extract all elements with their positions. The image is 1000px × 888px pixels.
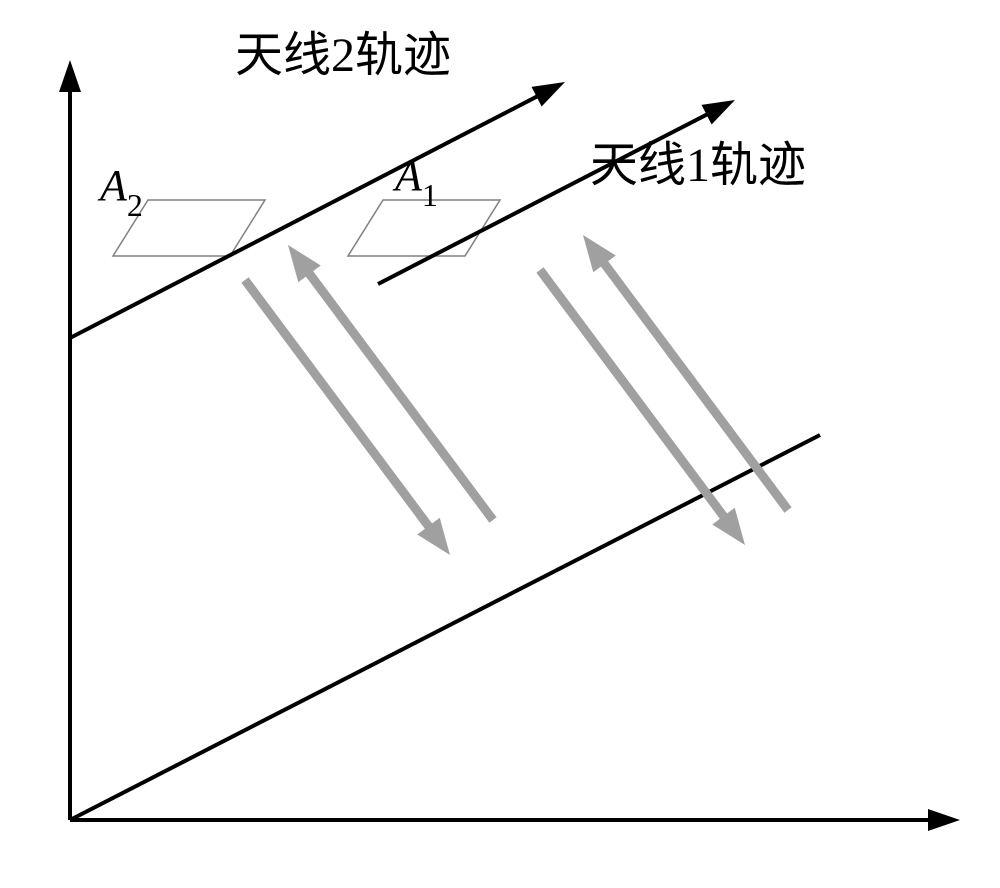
y-axis-arrowhead (59, 60, 81, 92)
track1-title: 天线1轨迹 (590, 125, 806, 195)
antenna1-subscript: 1 (422, 177, 438, 213)
antenna1-var: A (395, 151, 422, 200)
antenna2-symbol: A2 (100, 160, 143, 212)
antenna1-symbol: A1 (395, 150, 438, 202)
diagram-canvas (0, 0, 1000, 888)
x-axis-arrowhead (928, 809, 960, 831)
antenna2-subscript: 2 (127, 187, 143, 223)
antenna2-var: A (100, 161, 127, 210)
track2-title: 天线2轨迹 (235, 15, 451, 85)
track2-arrow (70, 82, 565, 338)
